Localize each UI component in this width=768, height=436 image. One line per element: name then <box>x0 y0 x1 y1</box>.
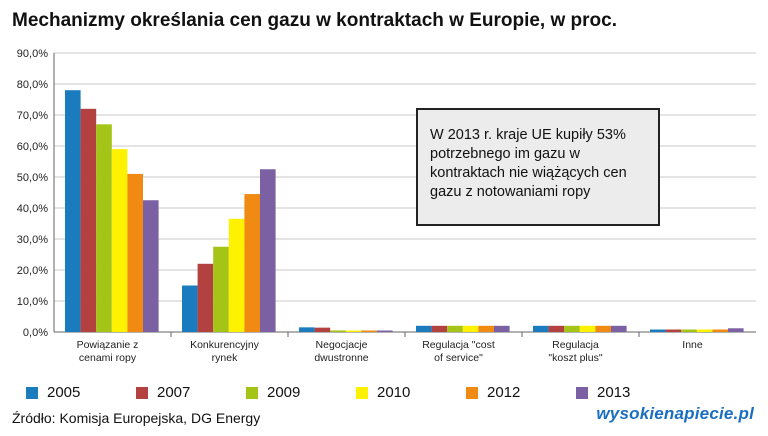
legend-item: 2013 <box>576 384 686 401</box>
x-category-label: "koszt plus" <box>548 352 602 364</box>
bar-2005 <box>182 285 198 332</box>
bar-2013 <box>260 169 276 332</box>
y-tick-label: 80,0% <box>17 79 48 91</box>
bar-2005 <box>416 325 432 332</box>
bar-2007 <box>314 327 331 332</box>
x-category-label: dwustronne <box>314 352 368 364</box>
legend-label: 2007 <box>157 384 191 401</box>
bar-2012 <box>127 173 143 332</box>
bar-2010 <box>345 330 362 332</box>
legend-item: 2007 <box>136 384 246 401</box>
bar-2013 <box>143 200 159 332</box>
bar-2013 <box>611 325 627 332</box>
bar-2005 <box>533 325 549 332</box>
y-tick-label: 20,0% <box>17 265 48 277</box>
legend-label: 2012 <box>487 384 521 401</box>
bar-2010 <box>696 329 713 332</box>
callout-box: W 2013 r. kraje UE kupiły 53% potrzebneg… <box>416 108 660 226</box>
legend-label: 2010 <box>377 384 411 401</box>
brand-logo: wysokienapiecie.pl <box>596 404 754 423</box>
bar-2010 <box>111 149 128 332</box>
bar-2013 <box>377 330 393 332</box>
x-category-label: Powiązanie z <box>77 339 139 351</box>
bar-2007 <box>431 325 448 332</box>
x-category-label: Regulacja "cost <box>422 339 495 351</box>
y-tick-label: 30,0% <box>17 234 48 246</box>
y-tick-label: 40,0% <box>17 203 48 215</box>
legend-swatch <box>466 386 478 399</box>
source-note: Źródło: Komisja Europejska, DG Energy <box>12 410 261 426</box>
legend-swatch <box>26 386 38 399</box>
legend-item: 2009 <box>246 384 356 401</box>
bar-2009 <box>213 246 229 332</box>
chart-title: Mechanizmy określania cen gazu w kontrak… <box>12 10 618 31</box>
bar-2007 <box>80 108 97 332</box>
legend-swatch <box>576 386 588 399</box>
bar-2007 <box>665 329 682 332</box>
y-tick-label: 60,0% <box>17 141 48 153</box>
bar-2013 <box>494 325 510 332</box>
x-category-label: of service" <box>434 352 483 364</box>
legend-swatch <box>136 386 148 399</box>
bar-2012 <box>595 325 611 332</box>
legend-label: 2005 <box>47 384 81 401</box>
bar-2009 <box>330 330 346 332</box>
bar-2012 <box>361 330 377 332</box>
bar-2007 <box>197 263 214 332</box>
x-category-label: rynek <box>212 352 238 364</box>
bar-2005 <box>299 327 315 332</box>
legend-item: 2010 <box>356 384 466 401</box>
legend-label: 2009 <box>267 384 301 401</box>
x-category-label: Konkurencyjny <box>190 339 260 351</box>
bar-2009 <box>564 325 580 332</box>
x-category-label: Regulacja <box>552 339 599 351</box>
x-category-label: cenami ropy <box>79 352 137 364</box>
bar-2010 <box>228 218 245 332</box>
bar-2009 <box>96 124 112 332</box>
bar-2005 <box>650 329 666 332</box>
legend-item: 2012 <box>466 384 576 401</box>
y-tick-label: 0,0% <box>23 327 48 339</box>
bar-2009 <box>447 325 463 332</box>
y-tick-label: 10,0% <box>17 296 48 308</box>
bar-2012 <box>712 329 728 332</box>
legend-item: 2005 <box>26 384 136 401</box>
bar-2012 <box>244 194 260 332</box>
y-tick-label: 50,0% <box>17 172 48 184</box>
y-tick-label: 90,0% <box>17 48 48 60</box>
bar-2007 <box>548 325 565 332</box>
bar-2010 <box>579 325 596 332</box>
x-category-label: Negocjacje <box>316 339 368 351</box>
legend: 2005 2007 2009 2010 2012 2013 <box>26 384 686 401</box>
x-category-label: Inne <box>682 339 703 351</box>
legend-label: 2013 <box>597 384 631 401</box>
legend-swatch <box>246 386 258 399</box>
bar-2010 <box>462 325 479 332</box>
bar-2009 <box>681 329 697 332</box>
bar-2012 <box>478 325 494 332</box>
legend-swatch <box>356 386 368 399</box>
bar-2013 <box>728 328 744 332</box>
y-tick-label: 70,0% <box>17 110 48 122</box>
bar-2005 <box>65 90 81 332</box>
